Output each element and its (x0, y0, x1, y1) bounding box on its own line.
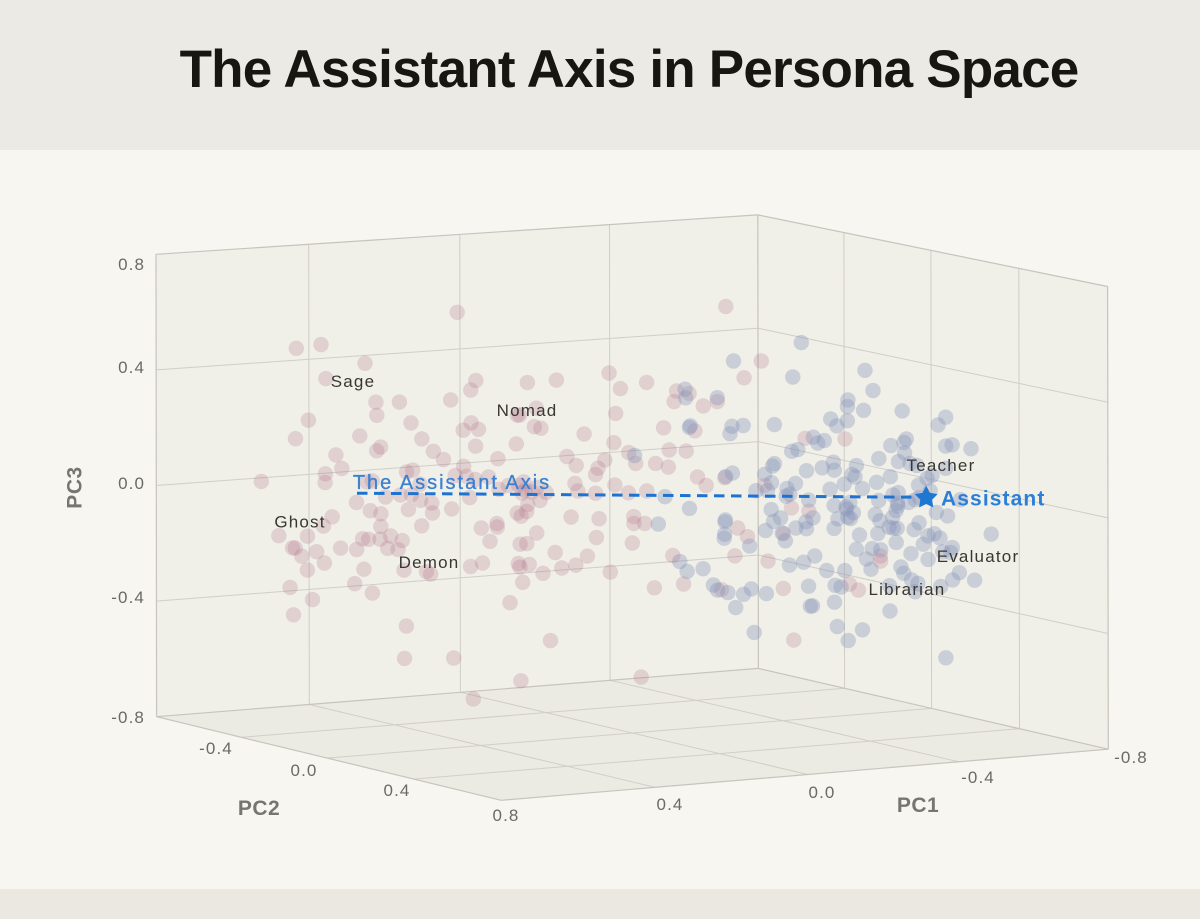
svg-text:The Assistant Axis: The Assistant Axis (353, 472, 551, 494)
svg-text:Assistant: Assistant (941, 488, 1045, 511)
svg-text:Demon: Demon (399, 553, 460, 572)
svg-text:-0.8: -0.8 (111, 708, 145, 727)
svg-text:PC2: PC2 (238, 797, 280, 820)
svg-text:0.4: 0.4 (657, 795, 684, 814)
svg-text:0.4: 0.4 (384, 781, 411, 800)
svg-text:-0.4: -0.4 (961, 768, 995, 787)
svg-text:0.0: 0.0 (118, 474, 145, 493)
svg-text:0.4: 0.4 (118, 358, 145, 377)
svg-text:Teacher: Teacher (907, 456, 976, 475)
svg-text:Evaluator: Evaluator (937, 547, 1020, 566)
svg-text:0.0: 0.0 (809, 783, 836, 802)
svg-text:0.8: 0.8 (118, 255, 145, 274)
svg-text:-0.8: -0.8 (1114, 748, 1148, 767)
svg-text:PC1: PC1 (897, 794, 939, 817)
svg-text:Ghost: Ghost (274, 513, 325, 532)
svg-text:Librarian: Librarian (869, 580, 946, 599)
svg-text:0.8: 0.8 (493, 806, 520, 825)
svg-text:PC3: PC3 (64, 466, 87, 508)
svg-text:Nomad: Nomad (497, 401, 558, 420)
svg-text:-0.4: -0.4 (111, 588, 145, 607)
svg-text:0.0: 0.0 (291, 761, 318, 780)
svg-text:-0.4: -0.4 (199, 739, 233, 758)
svg-text:Sage: Sage (331, 372, 376, 391)
